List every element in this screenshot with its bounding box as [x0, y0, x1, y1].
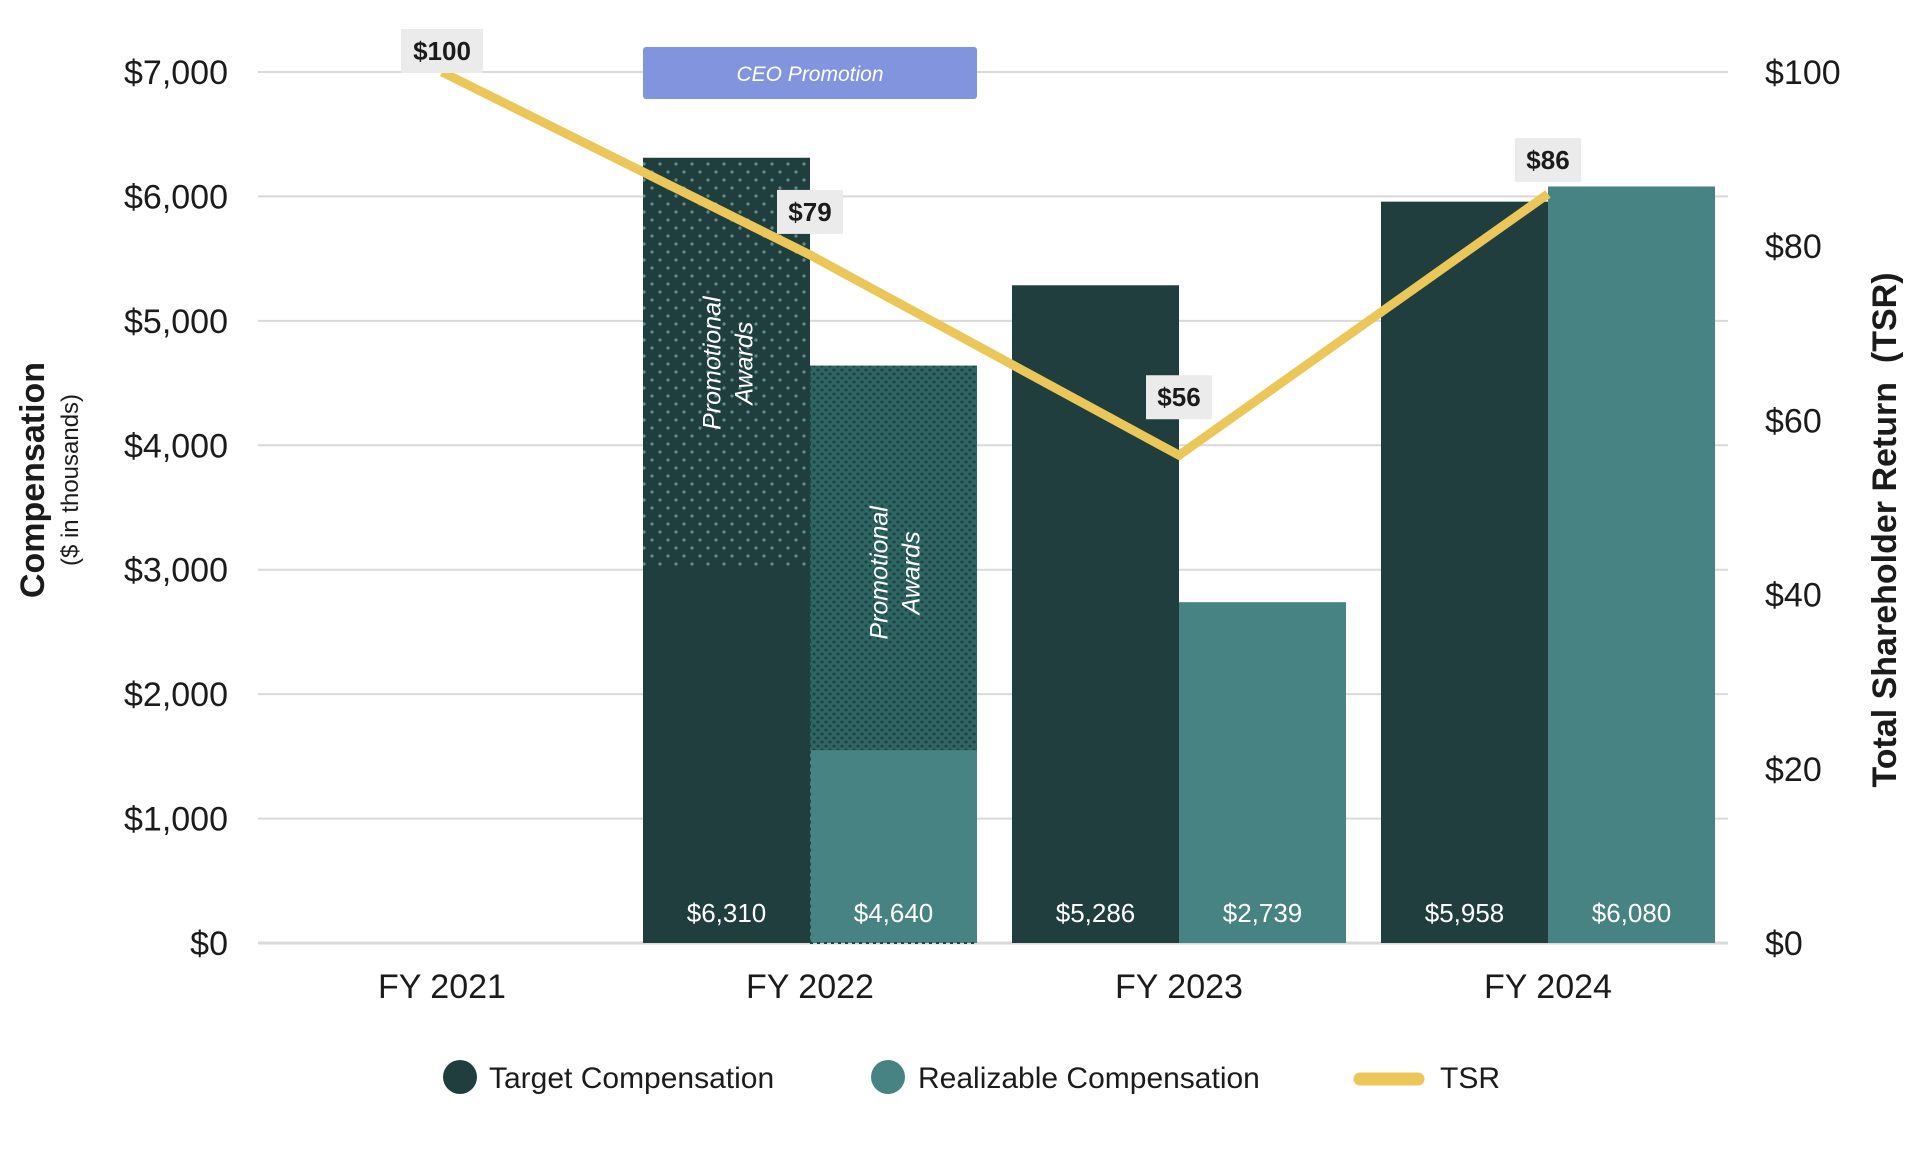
left-tick-label: $6,000: [124, 178, 228, 216]
right-tick-label: $80: [1765, 228, 1822, 266]
tsr-value-label: $100: [413, 36, 471, 66]
left-tick-label: $3,000: [124, 552, 228, 590]
promotional-label-line2: Awards: [898, 531, 926, 616]
legend-label-target: Target Compensation: [489, 1062, 774, 1095]
right-tick-label: $40: [1765, 577, 1822, 615]
tsr-line: [439, 67, 1551, 461]
target-value-label: $6,310: [687, 898, 767, 928]
x-tick-label: FY 2022: [746, 968, 874, 1006]
target-value-label: $5,958: [1425, 898, 1505, 928]
tsr-label-box: [401, 29, 483, 73]
promotional-awards-label: Promotional Awards: [699, 295, 759, 430]
target-bar: [1381, 201, 1548, 944]
x-tick-label: FY 2023: [1115, 968, 1243, 1006]
left-tick-label: $0: [190, 925, 228, 963]
legend-swatch-realizable: [871, 1060, 905, 1094]
realizable-value-label: $2,739: [1223, 898, 1303, 928]
promotional-awards-label: Promotional Awards: [866, 505, 926, 640]
left-tick-label: $4,000: [124, 427, 228, 465]
realizable-bar: [1548, 186, 1715, 943]
tsr-label-box: [1146, 375, 1212, 420]
ceo-promotion-label: CEO Promotion: [736, 63, 883, 86]
tsr-value-label: $56: [1157, 382, 1200, 412]
left-tick-label: $1,000: [124, 801, 228, 839]
right-tick-label: $0: [1765, 925, 1803, 963]
promotional-label-line1: Promotional: [866, 505, 894, 640]
left-axis-subtitle: ($ in thousands): [57, 394, 84, 566]
left-axis-title: Compensation: [14, 362, 52, 598]
realizable-promotional-segment: [810, 365, 977, 751]
left-tick-label: $7,000: [124, 54, 228, 92]
x-tick-label: FY 2021: [378, 968, 506, 1006]
x-tick-label: FY 2024: [1484, 968, 1612, 1006]
right-tick-label: $100: [1765, 54, 1841, 92]
tsr-label-box: [1515, 137, 1581, 182]
realizable-value-label: $4,640: [854, 898, 934, 928]
legend-swatch-target: [443, 1060, 477, 1094]
left-tick-label: $5,000: [124, 303, 228, 341]
tsr-value-label: $79: [788, 197, 831, 227]
realizable-value-label: $6,080: [1592, 898, 1672, 928]
right-tick-label: $60: [1765, 402, 1822, 440]
tsr-label-box: [777, 189, 843, 234]
promotional-label-line2: Awards: [731, 322, 759, 407]
right-axis-title: Total Shareholder Return (TSR): [1866, 272, 1904, 787]
left-tick-label: $2,000: [124, 676, 228, 714]
target-value-label: $5,286: [1056, 898, 1136, 928]
promotional-label-line1: Promotional: [699, 295, 727, 430]
legend-label-realizable: Realizable Compensation: [918, 1062, 1260, 1095]
tsr-value-label: $86: [1526, 145, 1569, 175]
legend-label-tsr: TSR: [1440, 1062, 1500, 1095]
legend: Target Compensation Realizable Compensat…: [443, 1060, 1500, 1095]
ceo-promotion-banner: [643, 47, 977, 99]
realizable-bar: [1179, 602, 1346, 943]
right-tick-label: $20: [1765, 751, 1822, 789]
